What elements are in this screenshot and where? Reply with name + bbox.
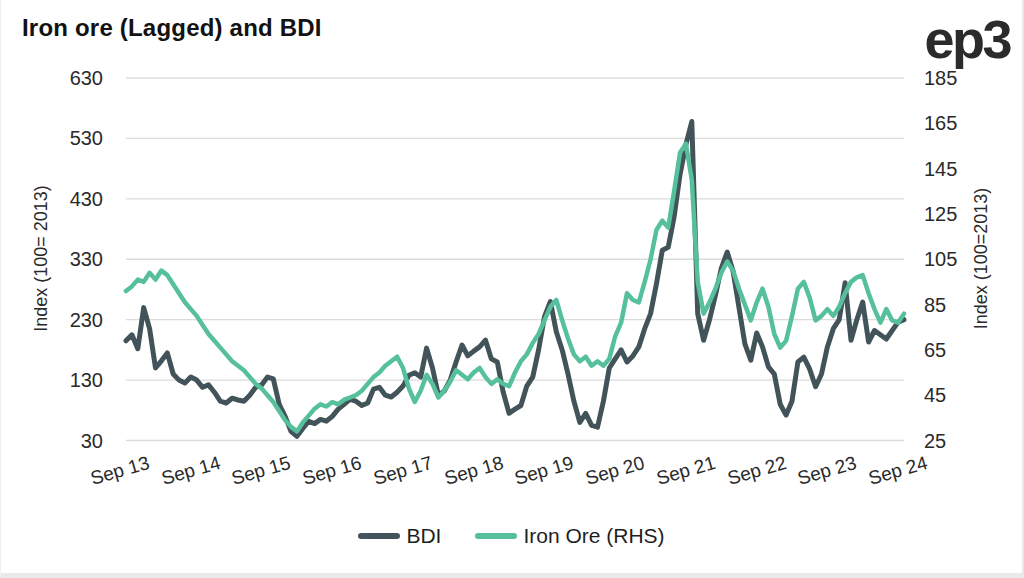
legend: BDI Iron Ore (RHS)	[1, 524, 1022, 548]
y-left-tick-label: 530	[41, 127, 103, 149]
y-right-tick-label: 45	[924, 384, 946, 406]
y-left-tick-label: 630	[41, 67, 103, 89]
legend-label-bdi: BDI	[406, 524, 441, 548]
y-right-tick-label: 145	[924, 158, 957, 180]
chart-card: Iron ore (Lagged) and BDI ep3 3013023033…	[0, 0, 1024, 578]
bdi-line	[126, 122, 904, 437]
legend-label-iron-ore: Iron Ore (RHS)	[523, 524, 664, 548]
right-axis-title: Index (100=2013)	[971, 179, 992, 339]
y-left-tick-label: 130	[41, 369, 103, 391]
plot-area	[1, 0, 1024, 578]
y-right-tick-label: 165	[924, 112, 957, 134]
iron-ore-line	[126, 144, 904, 432]
y-right-tick-label: 105	[924, 248, 957, 270]
y-right-tick-label: 25	[924, 430, 946, 452]
y-left-tick-label: 30	[41, 430, 103, 452]
legend-item-iron-ore: Iron Ore (RHS)	[475, 524, 664, 548]
y-right-tick-label: 65	[924, 339, 946, 361]
y-right-tick-label: 85	[924, 294, 946, 316]
bdi-line-swatch	[358, 533, 400, 539]
left-axis-title: Index (100= 2013)	[31, 179, 52, 339]
legend-item-bdi: BDI	[358, 524, 441, 548]
iron-ore-line-swatch	[475, 533, 517, 539]
y-right-tick-label: 185	[924, 67, 957, 89]
bottom-edge	[1, 573, 1022, 578]
y-right-tick-label: 125	[924, 203, 957, 225]
